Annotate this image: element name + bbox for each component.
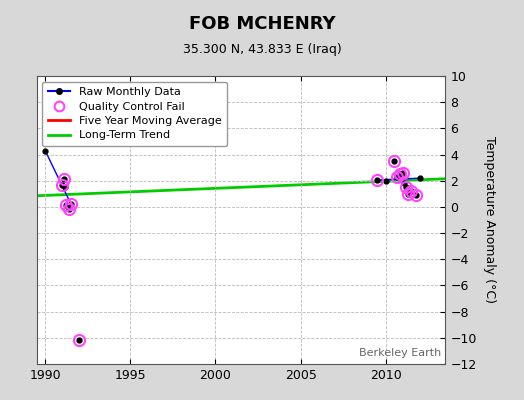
- Text: FOB MCHENRY: FOB MCHENRY: [189, 15, 335, 33]
- Text: 35.300 N, 43.833 E (Iraq): 35.300 N, 43.833 E (Iraq): [183, 44, 341, 56]
- Text: Berkeley Earth: Berkeley Earth: [359, 348, 441, 358]
- Legend: Raw Monthly Data, Quality Control Fail, Five Year Moving Average, Long-Term Tren: Raw Monthly Data, Quality Control Fail, …: [42, 82, 227, 146]
- Y-axis label: Temperature Anomaly (°C): Temperature Anomaly (°C): [483, 136, 496, 304]
